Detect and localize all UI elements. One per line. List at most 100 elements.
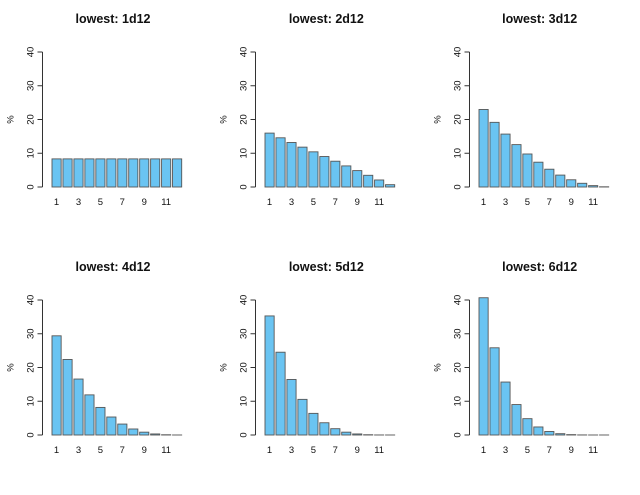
- x-axis-tick-label: 7: [546, 197, 551, 208]
- bar: [51, 158, 62, 188]
- y-axis-tick-label: 40: [239, 294, 250, 305]
- bar: [554, 174, 565, 188]
- x-axis-tick-label: 11: [588, 197, 598, 208]
- bar: [385, 184, 396, 188]
- bar-plot-1d12: 0 10 20 30 40% 1 3 5 7 9 11: [5, 47, 183, 208]
- bar: [62, 158, 73, 188]
- x-axis-tick-label: 3: [503, 444, 508, 455]
- x-axis-tick-label: 7: [333, 197, 338, 208]
- y-axis-tick-label: 0: [452, 432, 463, 437]
- bar: [500, 381, 511, 435]
- y-axis-tick-label: 0: [25, 184, 36, 189]
- panel-lowest-4d12: lowest: 4d12 0 10 20 30 40% 1 3 5 7 9 11: [0, 248, 213, 495]
- bar: [264, 132, 275, 188]
- bar-plot-2d12: 0 10 20 30 40% 1 3 5 7 9 11: [219, 47, 396, 208]
- x-axis-tick-label: 1: [54, 444, 59, 455]
- panel-lowest-5d12: lowest: 5d12 0 10 20 30 40% 1 3 5 7 9 11: [213, 248, 426, 495]
- x-axis-tick-label: 3: [503, 197, 508, 208]
- y-axis-tick-label: 10: [25, 395, 36, 406]
- bar: [139, 158, 150, 188]
- y-axis-tick-label: 0: [25, 432, 36, 437]
- x-axis-tick-label: 1: [54, 197, 59, 208]
- bar: [308, 412, 319, 435]
- bar: [587, 185, 598, 188]
- x-axis-tick-label: 9: [142, 444, 147, 455]
- bar: [532, 161, 544, 188]
- bar: [330, 427, 341, 435]
- y-axis-title: %: [5, 362, 16, 371]
- x-axis-tick-label: 5: [311, 197, 316, 208]
- x-axis-tick-label: 11: [161, 444, 171, 455]
- y-axis-tick-label: 20: [25, 362, 36, 373]
- bar-plot-4d12: 0 10 20 30 40% 1 3 5 7 9 11: [5, 294, 183, 456]
- bar: [128, 158, 139, 188]
- bar: [522, 153, 533, 188]
- y-axis-tick-label: 40: [452, 294, 463, 305]
- y-axis-tick-label: 20: [239, 362, 250, 373]
- x-axis-tick-label: 5: [311, 444, 316, 455]
- x-axis-tick-label: 5: [524, 444, 529, 455]
- bar: [554, 432, 565, 435]
- x-axis-tick-label: 11: [588, 444, 598, 455]
- x-axis-tick-label: 1: [267, 444, 272, 455]
- y-axis-tick-label: 30: [239, 80, 250, 91]
- bar: [565, 179, 576, 188]
- x-axis-tick-label: 5: [524, 197, 529, 208]
- bar: [341, 431, 352, 435]
- x-axis-tick-label: 7: [546, 444, 551, 455]
- y-axis-title: %: [219, 362, 230, 371]
- bar: [150, 433, 161, 435]
- y-axis-tick-label: 30: [452, 328, 463, 339]
- panel-lowest-3d12: lowest: 3d12 0 10 20 30 40% 1 3 5 7 9 11: [427, 0, 640, 248]
- bar: [95, 406, 106, 435]
- y-axis-tick-label: 40: [239, 47, 250, 58]
- bar: [275, 351, 286, 435]
- bar: [341, 165, 352, 188]
- y-axis-tick-label: 30: [25, 328, 36, 339]
- bar-plot-5d12: 0 10 20 30 40% 1 3 5 7 9 11: [219, 294, 396, 456]
- y-axis-tick-label: 40: [25, 294, 36, 305]
- bar: [352, 433, 363, 435]
- bar: [352, 170, 363, 188]
- y-axis-tick-label: 0: [239, 184, 250, 189]
- chart-title: lowest: 2d12: [288, 12, 364, 26]
- bar: [532, 426, 544, 435]
- bar: [73, 378, 84, 435]
- bar: [286, 142, 297, 188]
- y-axis-title: %: [432, 115, 443, 124]
- x-axis-tick-label: 5: [98, 444, 103, 455]
- y-axis-tick-label: 30: [239, 328, 250, 339]
- bar-plot-6d12: 0 10 20 30 40% 1 3 5 7 9 11: [432, 294, 609, 456]
- bar: [95, 158, 106, 188]
- x-axis-tick-label: 7: [120, 444, 125, 455]
- bar: [330, 160, 341, 188]
- y-axis-title: %: [5, 115, 16, 124]
- x-axis-tick-label: 1: [481, 197, 486, 208]
- bar: [172, 158, 183, 188]
- bar: [73, 158, 84, 188]
- bar: [576, 182, 587, 188]
- bar: [62, 358, 73, 435]
- x-axis-tick-label: 1: [267, 197, 272, 208]
- y-axis-tick-label: 10: [239, 395, 250, 406]
- x-axis-tick-label: 3: [289, 444, 294, 455]
- x-axis-tick-label: 11: [375, 197, 385, 208]
- bar: [522, 417, 533, 435]
- bar: [297, 146, 308, 188]
- y-axis-tick-label: 20: [452, 114, 463, 125]
- y-axis-tick-label: 10: [25, 148, 36, 159]
- panel-lowest-1d12: lowest: 1d12 0 10 20 30 40% 1 3 5 7 9 11: [0, 0, 213, 248]
- y-axis-tick-label: 0: [452, 184, 463, 189]
- y-axis-tick-label: 10: [239, 148, 250, 159]
- y-axis-tick-label: 40: [25, 47, 36, 58]
- x-axis-tick-label: 7: [120, 197, 125, 208]
- bar: [106, 416, 117, 435]
- bar: [51, 334, 62, 435]
- x-axis-tick-label: 9: [355, 444, 360, 455]
- bar: [489, 346, 500, 435]
- bar: [286, 378, 297, 435]
- bar: [478, 296, 489, 435]
- bar: [297, 398, 308, 435]
- x-axis-tick-label: 1: [481, 444, 486, 455]
